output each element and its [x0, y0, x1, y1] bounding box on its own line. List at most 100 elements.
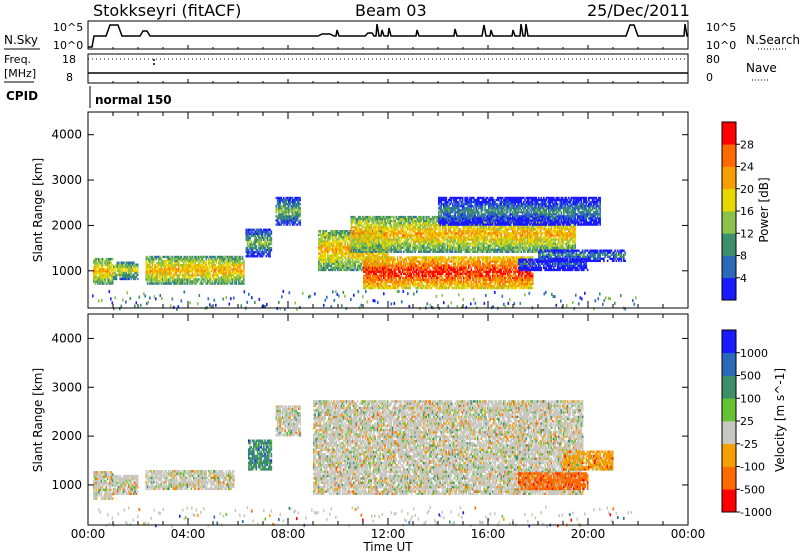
data-cell: [369, 258, 371, 261]
data-cell: [195, 259, 198, 263]
data-cell: [296, 209, 299, 212]
data-cell: [375, 284, 378, 288]
data-cell: [145, 272, 148, 275]
data-cell: [230, 282, 233, 285]
data-cell: [219, 266, 221, 269]
data-cell: [413, 276, 415, 280]
data-cell: [368, 272, 370, 275]
data-cell: [454, 268, 456, 271]
data-cell: [351, 252, 354, 255]
data-cell: [320, 242, 323, 245]
data-cell: [331, 240, 334, 243]
data-cell: [296, 205, 299, 208]
data-cell: [161, 276, 164, 279]
data-cell: [106, 272, 109, 275]
data-cell: [156, 264, 159, 267]
data-cell: [326, 242, 329, 245]
data-cell: [476, 282, 479, 286]
data-cell: [360, 268, 363, 272]
data-cell: [371, 278, 374, 282]
data-cell: [173, 274, 175, 277]
data-cell: [100, 278, 103, 281]
data-cell: [363, 262, 365, 265]
data-cell: [201, 282, 204, 285]
data-cell: [419, 276, 421, 280]
data-cell: [325, 242, 328, 245]
data-cell: [321, 254, 324, 257]
data-cell: [264, 232, 266, 236]
data-cell: [100, 270, 103, 273]
data-cell: [335, 234, 338, 237]
data-cell: [373, 252, 375, 255]
data-cell: [280, 207, 283, 210]
data-cell: [324, 266, 326, 270]
data-cell: [329, 254, 331, 257]
data-cell: [389, 260, 391, 263]
data-cell: [329, 260, 331, 263]
data-cell: [220, 268, 223, 271]
data-cell: [190, 276, 193, 279]
data-cell: [193, 257, 195, 261]
data-cell: [163, 280, 165, 283]
data-cell: [194, 266, 196, 269]
data-cell: [159, 255, 161, 259]
data-cell: [256, 255, 259, 258]
data-cell: [208, 274, 210, 277]
data-cell: [348, 252, 350, 255]
data-cell: [201, 276, 204, 279]
data-cell: [333, 240, 335, 243]
data-cell: [211, 264, 214, 267]
data-cell: [154, 268, 156, 271]
data-cell: [328, 250, 330, 253]
data-cell: [320, 240, 323, 243]
data-cell: [220, 257, 223, 261]
data-cell: [323, 232, 325, 235]
data-cell: [281, 205, 284, 208]
data-cell: [340, 256, 343, 259]
data-cell: [326, 232, 329, 235]
data-cell: [383, 272, 385, 275]
data-cell: [210, 255, 213, 259]
data-cell: [376, 220, 379, 223]
data-cell: [223, 270, 225, 273]
data-cell: [266, 238, 269, 242]
data-cell: [296, 198, 299, 202]
data-cell: [290, 205, 293, 208]
data-cell: [106, 282, 109, 285]
data-cell: [515, 286, 518, 290]
data-cell: [376, 258, 379, 261]
data-cell: [219, 282, 221, 285]
data-cell: [260, 253, 263, 256]
data-cell: [320, 264, 323, 268]
data-cell: [331, 230, 334, 233]
data-cell: [331, 234, 334, 237]
data-cell: [233, 274, 235, 277]
data-cell: [158, 261, 160, 265]
data-cell: [156, 261, 159, 265]
data-cell: [150, 274, 153, 277]
data-cell: [93, 268, 95, 271]
data-cell: [98, 264, 100, 267]
data-cell: [201, 272, 204, 275]
data-cell: [240, 280, 243, 283]
data-cell: [119, 273, 121, 277]
data-cell: [228, 272, 230, 275]
data-cell: [160, 272, 163, 275]
data-cell: [285, 219, 288, 222]
data-cell: [280, 198, 283, 202]
data-cell: [284, 217, 286, 220]
data-cell: [320, 248, 323, 251]
data-cell: [473, 286, 475, 290]
data-cell: [288, 196, 290, 200]
data-cell: [266, 240, 269, 244]
data-cell: [183, 266, 185, 269]
data-cell: [378, 260, 380, 263]
data-cell: [281, 211, 284, 214]
data-cell: [189, 264, 191, 267]
data-cell: [198, 257, 200, 261]
data-cell: [193, 261, 195, 265]
data-cell: [323, 266, 325, 270]
data-cell: [481, 284, 484, 288]
data-cell: [214, 257, 216, 261]
data-cell: [369, 234, 371, 237]
